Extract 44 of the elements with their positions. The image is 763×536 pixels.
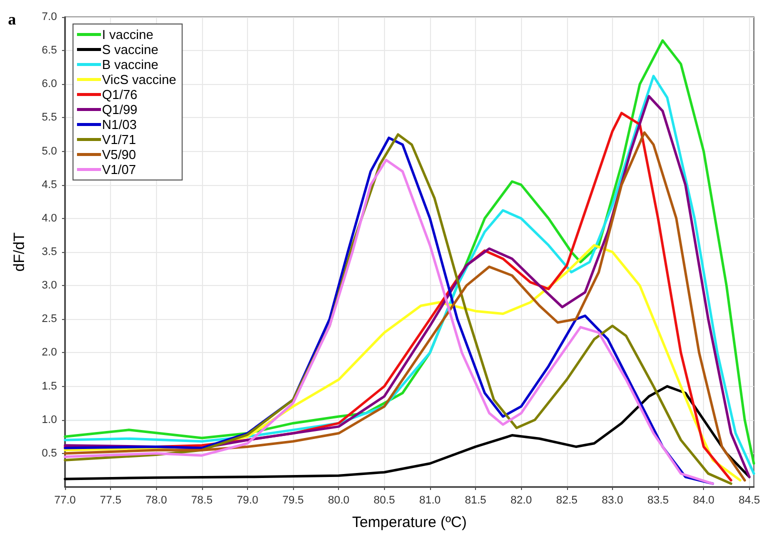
x-tick-label: 84.0 (692, 494, 714, 506)
y-tick-label: 0.5 (42, 447, 57, 460)
x-tick-label: 77.0 (54, 494, 76, 506)
x-axis-title: Temperature (ºC) (352, 514, 467, 531)
y-tick-label: 7.0 (42, 11, 57, 23)
x-tick-label: 80.5 (374, 494, 396, 506)
legend-label: N1/03 (102, 117, 137, 132)
legend-label: V1/07 (102, 162, 136, 177)
y-tick-label: 3.0 (42, 280, 57, 292)
y-tick-label: 3.5 (42, 246, 57, 258)
y-tick-label: 4.0 (42, 212, 57, 224)
y-tick-label: 2.0 (42, 346, 57, 359)
y-tick-label: 1.5 (42, 380, 57, 392)
line-series (64, 385, 751, 480)
x-tick-label: 82.5 (556, 494, 578, 506)
y-tick-label: 5.0 (42, 145, 57, 158)
x-tick-label: 77.5 (100, 494, 122, 506)
y-axis-title: dF/dT (11, 232, 28, 272)
legend-label: B vaccine (102, 57, 158, 72)
y-tick-label: 5.5 (42, 112, 57, 124)
x-tick-label: 79.0 (236, 494, 258, 506)
legend-label: V5/90 (102, 147, 136, 162)
x-tick-label: 78.0 (146, 494, 167, 506)
legend-label: I vaccine (102, 27, 154, 42)
legend-label: V1/71 (102, 132, 136, 147)
legend-label: Q1/76 (102, 87, 138, 102)
x-tick-label: 83.5 (647, 494, 669, 506)
legend-label: Q1/99 (102, 102, 138, 117)
x-tick-label: 83.0 (602, 494, 624, 506)
x-tick-label: 78.5 (191, 494, 213, 506)
x-tick-label: 82.0 (510, 494, 532, 506)
legend-label: S vaccine (102, 42, 158, 57)
y-tick-label: 1.0 (42, 414, 57, 426)
legend-label: VicS vaccine (102, 72, 176, 87)
x-tick-label: 84.5 (738, 494, 760, 506)
text: a (8, 12, 16, 28)
y-tick-label: 6.0 (42, 78, 57, 90)
y-tick-label: 2.5 (42, 313, 57, 326)
y-tick-label: 4.5 (42, 178, 57, 191)
y-tick-label: 6.5 (42, 44, 57, 57)
x-tick-label: 81.0 (419, 494, 441, 506)
x-tick-label: 80.0 (328, 494, 350, 506)
x-tick-label: 79.5 (282, 494, 304, 506)
x-tick-label: 81.5 (464, 494, 486, 506)
